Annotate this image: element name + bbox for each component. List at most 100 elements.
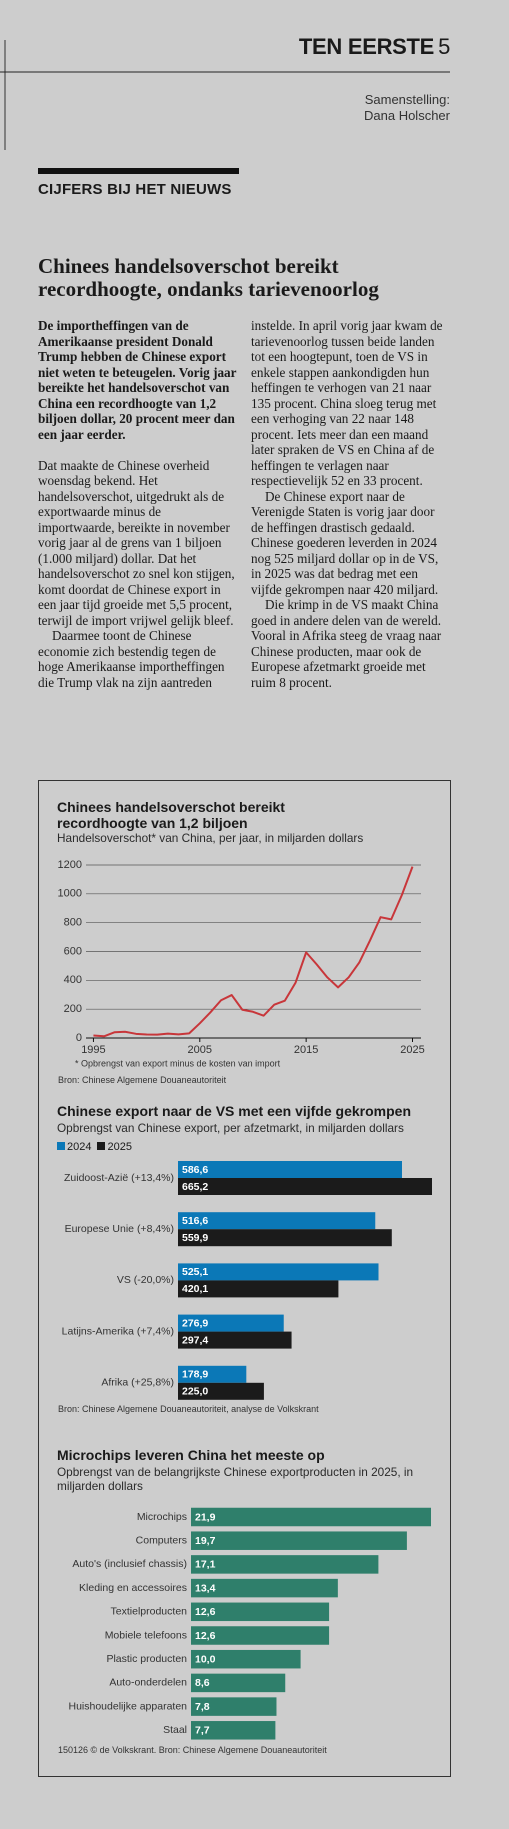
page-number: 5: [438, 34, 450, 59]
line-series: [93, 866, 414, 1038]
value-label: 276,9: [182, 1317, 208, 1329]
headline: Chinees handelsoverschot bereikt recordh…: [38, 254, 379, 301]
value-label: 8,6: [195, 1677, 210, 1689]
credit-line: Dana Holscher: [364, 108, 450, 123]
y-tick-label: 800: [64, 917, 82, 929]
bar: [178, 1314, 284, 1332]
category-label: Auto's (inclusief chassis): [72, 1558, 187, 1570]
legend-label: 2025: [107, 1141, 132, 1153]
bar: [191, 1578, 338, 1598]
bar: [178, 1263, 379, 1281]
category-label: Zuidoost-Azië (+13,4%): [64, 1172, 174, 1184]
value-label: 559,9: [182, 1232, 208, 1244]
y-tick-label: 1000: [58, 888, 82, 900]
bar: [191, 1721, 276, 1740]
value-label: 178,9: [182, 1369, 208, 1381]
category-label: Auto-onderdelen: [109, 1677, 187, 1689]
category-label: Staal: [163, 1724, 187, 1736]
chart-subtitle: Opbrengst van Chinese export, per afzetm…: [57, 1121, 404, 1135]
section-header: TEN EERSTE 5: [299, 34, 450, 60]
category-label: Computers: [136, 1534, 187, 1546]
chart-source: 150126 © de Volkskrant. Bron: Chinese Al…: [58, 1745, 327, 1755]
category-label: Textielproducten: [111, 1606, 188, 1618]
credit-line: Samenstelling:: [364, 92, 450, 107]
legend-swatch: [97, 1142, 106, 1150]
category-label: Huishoudelijke apparaten: [69, 1700, 188, 1712]
bar: [191, 1507, 431, 1527]
chart-plot: Zuidoost-Azië (+13,4%) 586,6 665,2 Europese…: [62, 1161, 432, 1400]
x-tick-label: 2025: [400, 1044, 424, 1056]
bar: [178, 1382, 264, 1400]
chart-subtitle: Handelsoverschot* van China, per jaar, i…: [57, 831, 364, 845]
bar: [178, 1161, 402, 1178]
bar: [191, 1626, 330, 1645]
value-label: 10,0: [195, 1653, 216, 1665]
bar: [178, 1280, 339, 1298]
value-label: 525,1: [182, 1266, 208, 1278]
bar: [178, 1178, 432, 1195]
bar: [191, 1697, 277, 1716]
y-tick-label: 600: [64, 945, 82, 957]
paragraph: Daarmee toont de Chinese economie zich b…: [38, 318, 443, 690]
paragraph: Die krimp in de VS maakt China goed in a…: [251, 597, 442, 690]
chart-plot: 0 200 400 600 800 1000 1200 1995 2005 2015 2025 * O…: [58, 859, 425, 1068]
value-label: 225,0: [182, 1386, 208, 1398]
x-tick-label: 2015: [294, 1044, 318, 1056]
value-label: 12,6: [195, 1630, 216, 1642]
value-label: 12,6: [195, 1606, 216, 1618]
value-label: 297,4: [182, 1334, 208, 1346]
bar: [191, 1555, 379, 1574]
rubric-bar: [38, 168, 239, 174]
lead: De importheffingen van de Amerikaanse pr…: [38, 318, 237, 442]
chart-plot: Microchips 21,9 Computers 19,7 Auto's (inclu…: [69, 1507, 431, 1740]
y-tick-label: 1200: [58, 859, 82, 871]
section-name: TEN EERSTE: [298, 34, 435, 59]
y-tick-label: 0: [76, 1032, 82, 1044]
chart-box: Chinees handelsoverschot bereikt recordh…: [38, 780, 451, 1777]
value-label: 17,1: [195, 1559, 216, 1571]
bar: [191, 1602, 330, 1622]
chart-title: Chinees handelsoverschot bereikt recordh…: [57, 799, 285, 831]
legend-item: 2025: [97, 1141, 132, 1153]
category-label: VS (-20,0%): [117, 1274, 174, 1286]
value-label: 665,2: [182, 1181, 208, 1193]
bar: [178, 1331, 292, 1349]
chart-source: Bron: Chinese Algemene Douaneautoriteit: [58, 1075, 227, 1085]
category-label: Latijns-Amerika (+7,4%): [62, 1325, 174, 1337]
category-label: Afrika (+25,8%): [101, 1377, 174, 1389]
x-tick-label: 2005: [188, 1044, 212, 1056]
bar: [178, 1229, 392, 1247]
paragraph: Dat maakte de Chinese overheid woensdag …: [38, 457, 235, 628]
bar: [191, 1531, 407, 1550]
value-label: 516,6: [182, 1215, 208, 1227]
chart-subtitle: Opbrengst van de belangrijkste Chinese e…: [57, 1465, 414, 1493]
chart-title: Chinese export naar de VS met een vijfde…: [57, 1103, 411, 1119]
credit: Samenstelling: Dana Holscher: [364, 92, 450, 124]
bar: [178, 1212, 376, 1230]
x-tick-label: 1995: [81, 1044, 105, 1056]
value-label: 13,4: [195, 1582, 216, 1594]
paragraph: De Chinese export naar de Verenigde Stat…: [251, 488, 439, 597]
y-tick-label: 200: [64, 1003, 82, 1015]
value-label: 7,7: [195, 1725, 210, 1737]
value-label: 7,8: [195, 1701, 210, 1713]
category-label: Plastic producten: [106, 1653, 187, 1665]
legend-item: 2024: [57, 1141, 91, 1153]
chart-title: Microchips leveren China het meeste op: [57, 1447, 325, 1463]
bar: [178, 1365, 247, 1383]
value-label: 19,7: [195, 1535, 216, 1547]
legend: 2024 2025: [57, 1141, 132, 1153]
y-tick-label: 400: [64, 974, 82, 986]
value-label: 586,6: [182, 1164, 208, 1176]
footnote: * Opbrengst van export minus de kosten v…: [75, 1058, 281, 1068]
category-label: Kleding en accessoires: [79, 1582, 187, 1594]
category-label: Microchips: [137, 1511, 187, 1523]
article-body: De importheffingen van de Amerikaanse pr…: [38, 318, 450, 750]
legend-swatch: [57, 1142, 65, 1150]
category-label: Mobiele telefoons: [105, 1629, 187, 1641]
category-label: Europese Unie (+8,4%): [65, 1223, 174, 1235]
chart-source: Bron: Chinese Algemene Douaneautoriteit,…: [58, 1404, 319, 1414]
bar: [191, 1649, 301, 1669]
value-label: 21,9: [195, 1511, 216, 1523]
